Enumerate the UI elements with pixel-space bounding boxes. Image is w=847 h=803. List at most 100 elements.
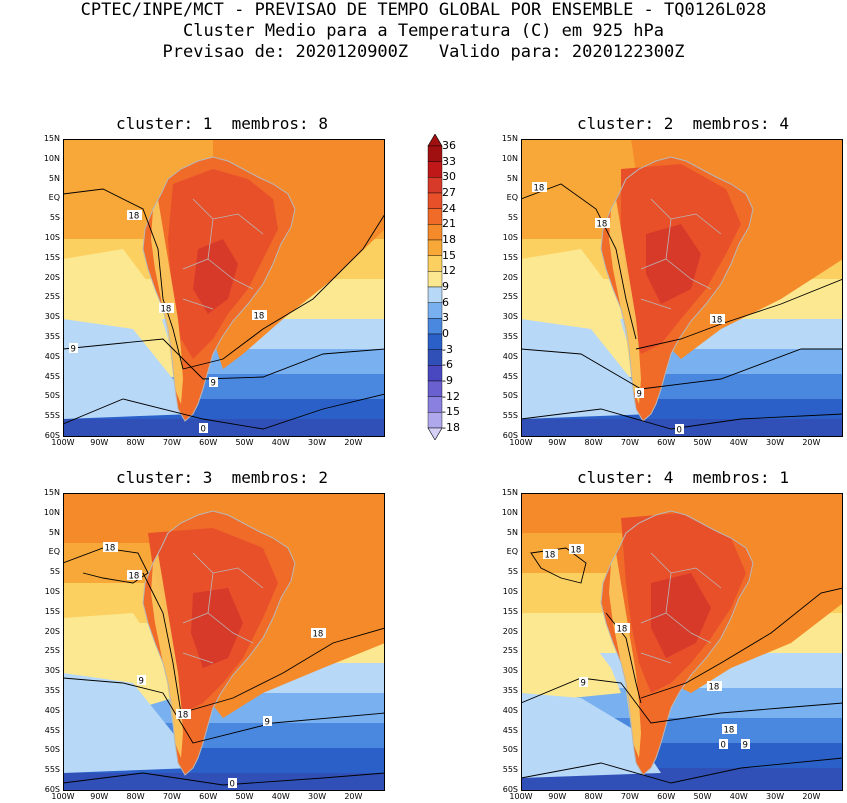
contour-label: 18: [313, 630, 324, 640]
latitude-label: 15S: [44, 606, 60, 616]
latitude-label: 40S: [44, 351, 60, 361]
latitude-label: 50S: [44, 391, 60, 401]
colorbar: [427, 134, 443, 440]
contour-label-box: [569, 544, 584, 554]
contour-label-box: [543, 549, 558, 559]
contour-label-box: [635, 388, 644, 398]
latitude-label: 40S: [502, 351, 518, 361]
longitude-label: 70W: [162, 792, 181, 801]
longitude-label: 100W: [509, 438, 533, 447]
contour-label: 18: [129, 572, 140, 582]
colorbar-tick-label: -12: [442, 389, 460, 403]
map-panel-4: 18 18 18 18 9 18 9 0: [521, 493, 843, 791]
latitude-label: 30S: [502, 312, 518, 322]
colorbar-bottom-arrow: [427, 427, 443, 440]
colorbar-tick-label: 3: [442, 311, 449, 325]
hottest-core-region: [193, 239, 238, 314]
colorbar-swatch: [427, 255, 443, 272]
longitude-label: 50W: [693, 438, 712, 447]
contour-label: 18: [571, 546, 582, 556]
latitude-label: 45S: [502, 725, 518, 735]
contour-label-box: [707, 681, 722, 691]
isotherm-contour: [530, 547, 587, 584]
latitude-label: 10S: [44, 587, 60, 596]
isotherm-contour: [521, 757, 843, 784]
latitude-label: EQ: [48, 193, 60, 203]
latitude-label: 15S: [502, 252, 518, 262]
latitude-label: 40S: [44, 705, 60, 715]
latitude-label: 10N: [43, 153, 60, 163]
contour-label-box: [228, 778, 237, 788]
contour-label-box: [137, 675, 146, 685]
longitude-label: 40W: [729, 438, 748, 447]
longitude-label: 70W: [162, 438, 181, 447]
country-borders: [640, 198, 722, 310]
colorbar-tick-label: -6: [442, 358, 453, 372]
hottest-core-region: [191, 588, 243, 668]
colorbar-tick-label: -18: [442, 421, 460, 434]
contour-label-box: [127, 570, 142, 580]
contour-label: 18: [254, 312, 265, 322]
longitude-label: 60W: [657, 438, 676, 447]
map-frame: [521, 139, 843, 437]
contour-label-box: [719, 739, 728, 749]
coastline: [600, 510, 754, 776]
contour-label: 9: [637, 390, 642, 400]
latitude-label: 60S: [44, 431, 60, 440]
map-frame: [521, 493, 843, 791]
contour-label-box: [722, 724, 737, 734]
contour-label: 0: [201, 425, 206, 435]
contour-label: 18: [178, 711, 189, 721]
colorbar-swatch: [427, 396, 443, 413]
colorbar-tick-label: 24: [442, 201, 456, 215]
contour-label: 18: [105, 544, 116, 554]
colorbar-tick-label: 9: [442, 280, 449, 293]
contour-label: 0: [230, 780, 235, 790]
latitude-label: 30S: [44, 312, 60, 322]
panel-title-4: cluster: 4 membros: 1: [577, 468, 789, 487]
colorbar-tick-label: 33: [442, 154, 456, 168]
latitude-label: 5S: [507, 567, 518, 577]
colorbar-tick-label: -15: [442, 405, 460, 419]
colorbar-swatch: [427, 412, 443, 429]
country-borders: [182, 552, 264, 664]
hottest-core-region: [651, 573, 711, 658]
latitude-label: 15N: [43, 134, 60, 143]
colorbar-tick-label: -3: [442, 342, 453, 356]
contour-label: 9: [265, 718, 270, 728]
latitude-label: 60S: [502, 785, 518, 794]
latitude-label: 25S: [502, 292, 518, 302]
contour-label-box: [176, 709, 191, 719]
longitude-label: 50W: [235, 792, 254, 801]
longitude-label: 80W: [584, 438, 603, 447]
isotherm-contour: [182, 213, 385, 370]
latitude-label: 5N: [48, 173, 60, 183]
contour-label-box: [127, 210, 142, 220]
longitude-label: 100W: [51, 438, 75, 447]
cool-pacific-region: [521, 623, 621, 698]
contour-label: 18: [545, 551, 556, 561]
contour-label-box: [103, 542, 118, 552]
contour-label-box: [579, 677, 588, 687]
temperature-band: [63, 419, 385, 437]
colorbar-tick-label: 18: [442, 233, 456, 246]
longitude-label: 20W: [344, 792, 363, 801]
contour-label-box: [532, 182, 547, 192]
latitude-label: 10N: [43, 507, 60, 517]
colorbar-swatch: [427, 271, 443, 288]
contour-label: 9: [71, 345, 76, 355]
cold-region: [521, 319, 651, 419]
panel-title-1: cluster: 1 membros: 8: [116, 114, 328, 133]
contour-label: 18: [161, 305, 172, 315]
panel-title-2: cluster: 2 membros: 4: [577, 114, 789, 133]
latitude-label: 10S: [44, 233, 60, 242]
contour-label-box: [615, 623, 630, 633]
map-panel-1: 18 18 18 9 9 0: [63, 139, 385, 437]
longitude-label: 50W: [235, 438, 254, 447]
longitude-label: 100W: [509, 792, 533, 801]
longitude-label: 60W: [199, 438, 218, 447]
isotherm-contour: [142, 572, 182, 714]
andes-cool-strip: [609, 199, 641, 404]
latitude-label: 15N: [43, 488, 60, 497]
isotherm-contour: [521, 348, 843, 390]
